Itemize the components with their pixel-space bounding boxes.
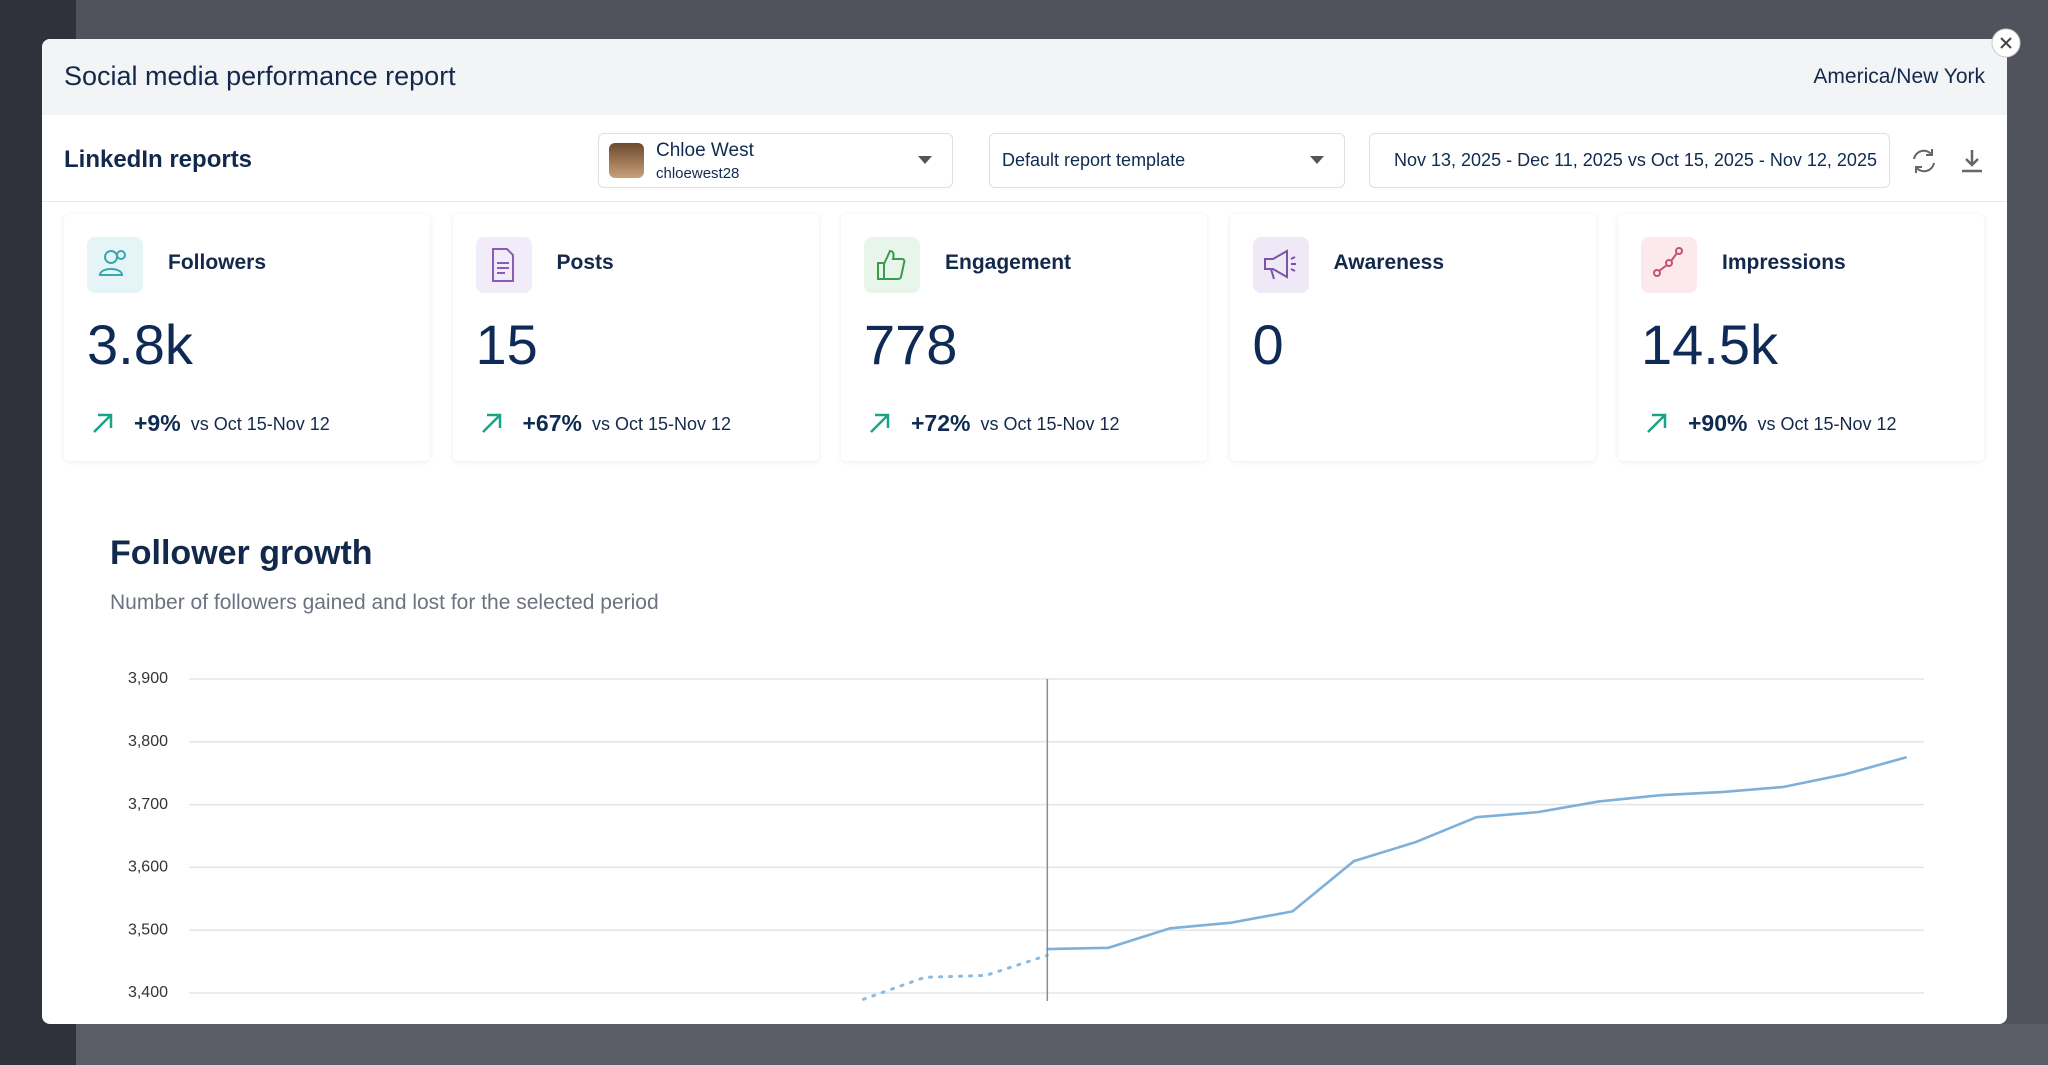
trend-arrow	[479, 410, 505, 441]
icon	[877, 249, 906, 280]
divider	[42, 201, 2007, 202]
y-tick-label: 3,700	[128, 796, 168, 813]
metric-value: 0	[1252, 313, 1284, 376]
close-button[interactable]	[1990, 27, 2022, 59]
metric-value: 15	[475, 313, 538, 376]
metric-label: Followers	[168, 251, 267, 274]
date-range-text: Nov 13, 2025 - Dec 11, 2025 vs Oct 15, 2…	[1394, 150, 1877, 170]
section-title: LinkedIn reports	[64, 146, 253, 173]
metric-card: Followers 3.8k +9% vs Oct 15-Nov 12	[64, 214, 430, 461]
metric-icon	[1252, 237, 1309, 293]
date-range[interactable]: Nov 13, 2025 - Dec 11, 2025 vs Oct 15, 2…	[1369, 133, 1890, 188]
background-app	[76, 1024, 2048, 1065]
metric-value: 778	[864, 313, 958, 376]
trend-arrow	[867, 410, 893, 441]
metric-card: Awareness 0	[1229, 214, 1596, 461]
metric-comparison: vs Oct 15-Nov 12	[591, 414, 732, 434]
metric-label: Engagement	[945, 251, 1072, 274]
metric-card: Posts 15 +67% vs Oct 15-Nov 12	[452, 214, 819, 461]
chart: 3,400 3,500 3,600 3,700 3,800 3,900	[128, 670, 1924, 1001]
metric-label: Posts	[556, 251, 614, 274]
line-series	[861, 953, 1049, 1001]
metric-icon	[87, 237, 143, 293]
chart-title: Follower growth	[110, 534, 373, 572]
metric-icon	[864, 237, 920, 293]
metric-icon	[1641, 237, 1697, 293]
metric-label: Awareness	[1333, 251, 1445, 274]
y-tick-label: 3,900	[128, 670, 168, 687]
trend-arrow	[90, 410, 116, 441]
y-tick-label: 3,400	[128, 984, 168, 1001]
template-name: Default report template	[1002, 150, 1186, 170]
metric-icon	[475, 237, 532, 293]
metric-comparison: vs Oct 15-Nov 12	[1757, 414, 1897, 434]
timezone: America/New York	[1813, 65, 1985, 88]
metric-card: Impressions 14.5k +90% vs Oct 15-Nov 12	[1618, 214, 1984, 461]
report-modal: Social media performance report America/…	[42, 39, 2007, 1024]
y-tick-label: 3,600	[128, 859, 168, 876]
profile-dropdown[interactable]: Chloe West chloewest28	[598, 133, 953, 188]
chart-subtitle: Number of followers gained and lost for …	[110, 591, 659, 614]
profile-handle: chloewest28	[656, 165, 740, 182]
profile-name: Chloe West	[656, 140, 754, 161]
download-button[interactable]	[1958, 147, 1986, 175]
y-tick-label: 3,500	[128, 921, 168, 938]
caret	[1310, 156, 1324, 164]
metric-label: Impressions	[1722, 251, 1846, 274]
trend-arrow	[1644, 410, 1670, 441]
avatar	[609, 143, 644, 178]
icon	[98, 250, 126, 276]
metric-change: +90%	[1688, 410, 1748, 436]
y-tick-label: 3,800	[128, 733, 168, 750]
template-dropdown[interactable]: Default report template	[989, 133, 1345, 188]
refresh-button[interactable]	[1910, 147, 1938, 175]
metric-card: Engagement 778 +72% vs Oct 15-Nov 12	[841, 214, 1207, 461]
icon	[1653, 247, 1683, 277]
metric-comparison: vs Oct 15-Nov 12	[980, 414, 1120, 434]
modal-header	[42, 39, 2007, 115]
metric-comparison: vs Oct 15-Nov 12	[190, 414, 330, 434]
metric-value: 14.5k	[1641, 313, 1778, 376]
metric-change: +72%	[911, 410, 971, 436]
metric-change: +9%	[134, 410, 181, 436]
line-series	[1046, 756, 1907, 951]
metric-change: +67%	[522, 410, 582, 436]
metric-value: 3.8k	[87, 313, 193, 376]
icon	[491, 248, 514, 282]
caret	[918, 156, 932, 164]
modal-title: Social media performance report	[64, 61, 456, 91]
icon	[1263, 249, 1296, 280]
